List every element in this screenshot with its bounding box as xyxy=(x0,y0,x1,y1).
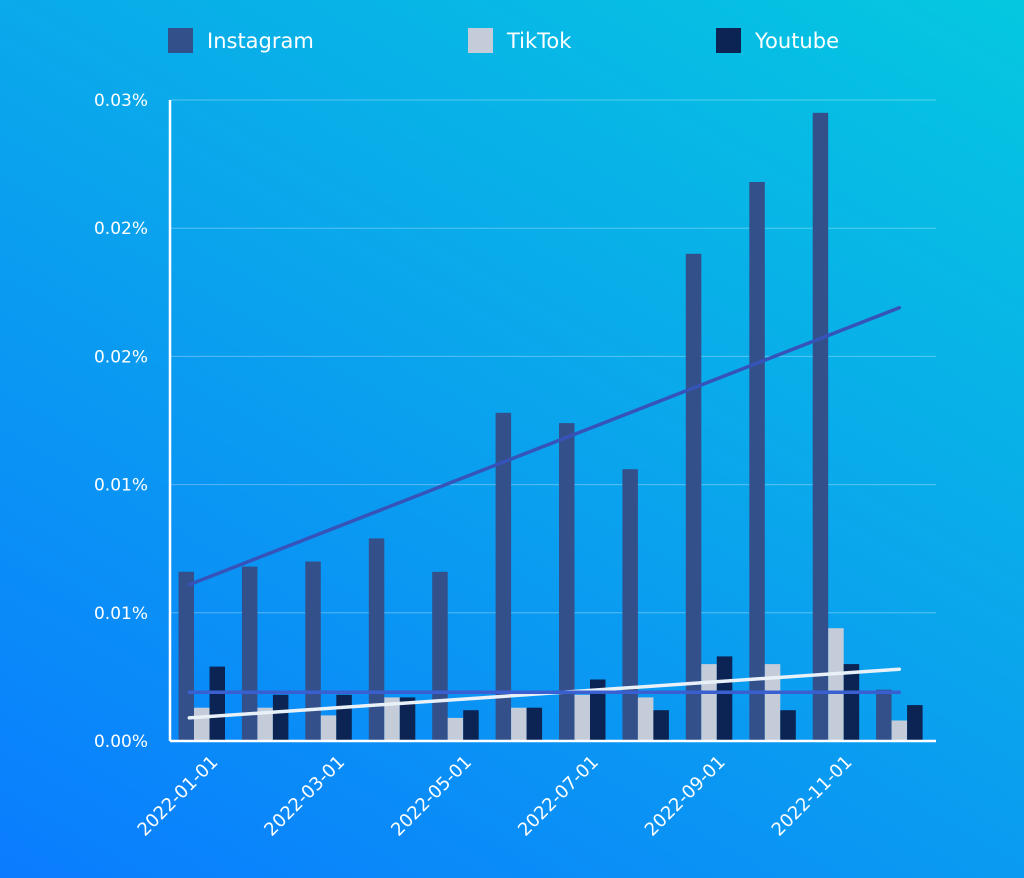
bar-tiktok xyxy=(764,664,781,741)
y-tick-label: 0.02% xyxy=(94,219,148,239)
bar-instagram xyxy=(685,253,702,742)
x-tick-label: 2022-07-01 xyxy=(514,752,603,841)
legend-label: Youtube xyxy=(754,29,839,53)
x-tick-label: 2022-05-01 xyxy=(387,752,476,841)
bar-tiktok xyxy=(257,707,273,741)
bar-youtube xyxy=(653,710,669,741)
x-tick-label: 2022-11-01 xyxy=(768,752,857,841)
bar-youtube xyxy=(526,707,543,741)
legend-swatch xyxy=(468,28,493,53)
bar-tiktok xyxy=(511,707,527,741)
bar-tiktok xyxy=(384,697,400,741)
bar-tiktok xyxy=(574,694,590,741)
gridlines xyxy=(170,99,936,614)
legend: Instagram TikTok Youtube xyxy=(168,28,839,53)
bar-instagram xyxy=(432,571,448,741)
y-tick-label: 0.01% xyxy=(94,476,148,496)
bar-youtube xyxy=(843,664,860,741)
y-tick-label: 0.01% xyxy=(94,604,148,624)
x-tick-label: 2022-09-01 xyxy=(641,752,730,841)
bar-tiktok xyxy=(447,717,464,741)
legend-swatch xyxy=(168,28,193,53)
bar-tiktok xyxy=(891,720,908,741)
bar-youtube xyxy=(272,694,289,741)
bar-instagram xyxy=(559,423,575,741)
bars xyxy=(178,112,923,742)
bar-instagram xyxy=(812,112,829,742)
bar-instagram xyxy=(622,469,638,741)
bar-tiktok xyxy=(828,628,844,741)
bar-instagram xyxy=(495,412,512,741)
bar-instagram xyxy=(178,571,194,741)
trendlines xyxy=(187,305,902,720)
bar-youtube xyxy=(463,710,479,741)
bar-youtube xyxy=(907,705,923,741)
bar-youtube xyxy=(209,666,225,741)
bar-tiktok xyxy=(194,707,210,741)
y-tick-label: 0.02% xyxy=(94,347,148,367)
bar-tiktok xyxy=(637,697,654,741)
bar-youtube xyxy=(336,694,352,741)
x-tick-label: 2022-03-01 xyxy=(260,752,349,841)
y-tick-label: 0.03% xyxy=(94,91,148,111)
bar-tiktok xyxy=(701,664,717,741)
y-tick-label: 0.00% xyxy=(94,732,148,752)
bar-instagram xyxy=(305,561,321,741)
bar-tiktok xyxy=(320,715,337,741)
bar-youtube xyxy=(716,656,733,741)
bar-instagram xyxy=(749,182,765,741)
legend-label: TikTok xyxy=(506,29,572,53)
bar-instagram xyxy=(876,689,892,741)
bar-youtube xyxy=(590,679,606,741)
legend-label: Instagram xyxy=(207,29,314,53)
bar-youtube xyxy=(780,710,796,741)
bar-instagram xyxy=(241,566,258,741)
x-tick-label: 2022-01-01 xyxy=(134,752,223,841)
bar-youtube xyxy=(399,697,416,741)
bar-instagram xyxy=(368,538,385,741)
legend-swatch xyxy=(716,28,741,53)
trendline-instagram xyxy=(187,305,902,587)
